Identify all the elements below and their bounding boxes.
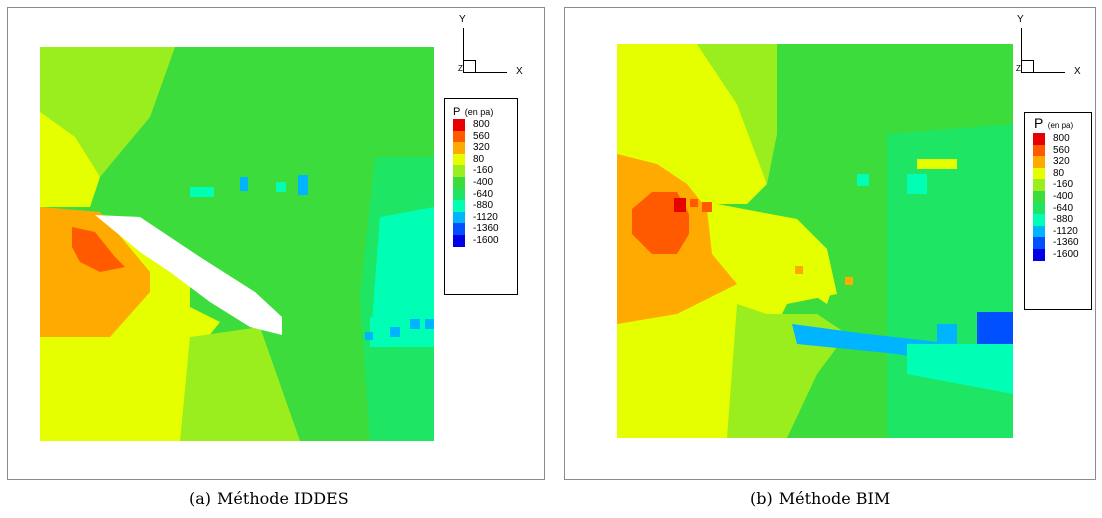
field-cell [857,174,869,186]
y-axis-line [1021,28,1022,72]
field-cell [298,175,308,195]
y-axis-label: Y [1017,14,1024,25]
legend-level-label: -1360 [473,223,499,235]
field-cell [365,332,373,340]
field-cell [410,222,428,244]
legend-swatch [453,119,465,131]
field-cell [907,174,927,194]
field-cell [370,317,430,345]
x-axis-line [463,72,507,73]
legend-level-label: 320 [1053,156,1070,168]
legend-level-label: -1600 [473,235,499,246]
pressure-field-a [40,47,434,441]
pressure-field-b [617,44,1013,438]
field-cell [674,198,686,212]
x-axis-label: X [516,66,523,77]
field-cell [845,277,853,285]
figure-panel-b: Y Z X P (en pa) 800 560 320 80 -160 -400 -640-… [564,7,1096,480]
field-cell [690,199,698,207]
legend-swatch [453,235,465,247]
field-cell [702,202,712,212]
legend-swatch [453,153,465,166]
field-cell [917,159,957,169]
legend-swatch [453,223,465,235]
legend-swatch [1033,133,1045,145]
legend-level-label: 800 [1053,133,1070,144]
legend-swatch [1033,179,1045,191]
legend-swatch [453,211,465,224]
legend-level-label: -880 [473,200,494,212]
y-axis-line [463,28,464,72]
legend-swatch [1033,225,1045,238]
legend-level-label: -640 [1053,202,1074,214]
x-axis-line [1021,72,1065,73]
field-cell [410,319,420,329]
legend-swatch [1033,167,1045,180]
legend-title: P (en pa) [1034,115,1074,131]
z-axis-box [1021,60,1034,73]
field-cell [190,187,214,197]
field-cell [276,182,286,192]
field-cell [937,324,957,344]
axis-triad-b: Y Z X [1011,14,1086,77]
legend-swatch [453,200,465,212]
legend-level-label: -1120 [473,211,498,223]
figure-panel-a: Y Z X P (en pa) 800 560 320 80 -160 -400 -640-… [7,7,545,480]
legend-level-label: -640 [473,188,494,200]
legend-level-label: 80 [473,153,485,165]
field-cell [390,327,400,337]
legend-swatch [1033,144,1045,157]
legend-level-label: -1360 [1053,237,1079,249]
legend-swatch [453,177,465,189]
legend-level-label: 320 [473,142,490,154]
z-axis-box [463,60,476,73]
legend-level-label: 800 [473,119,490,130]
legend-level-label: -1600 [1053,249,1079,260]
legend-b: P (en pa) 800 560 320 80 -160 -400 -640 -880 -11… [1024,112,1092,310]
legend-swatch [1033,237,1045,249]
axis-triad-a: Y Z X [453,14,528,77]
legend-title: P (en pa) [453,106,494,118]
legend-level-label: 80 [1053,167,1065,179]
legend-level-label: 560 [1053,144,1070,156]
legend-swatch [1033,191,1045,203]
z-axis-label: Z [1016,64,1021,73]
legend-swatch [1033,214,1045,226]
x-axis-label: X [1074,66,1081,77]
legend-swatch [453,188,465,201]
legend-level-label: -400 [1053,191,1074,202]
legend-level-label: 560 [473,130,490,142]
legend-swatch [1033,156,1045,168]
field-cell [795,266,803,274]
legend-swatch [1033,249,1045,261]
legend-swatch [1033,202,1045,215]
field-cell [240,177,248,191]
legend-swatch [453,142,465,154]
caption-b: (b) Méthode BIM [750,489,891,508]
legend-swatch [453,130,465,143]
legend-level-label: -400 [473,177,494,188]
legend-level-label: -1120 [1053,225,1078,237]
legend-level-label: -160 [473,165,494,177]
y-axis-label: Y [459,14,466,25]
z-axis-label: Z [458,64,463,73]
legend-swatch [453,165,465,177]
legend-a: P (en pa) 800 560 320 80 -160 -400 -640 -880 -11… [444,98,518,295]
caption-a: (a) Méthode IDDES [189,489,349,508]
field-cell [425,319,434,329]
legend-level-label: -160 [1053,179,1074,191]
legend-level-label: -880 [1053,214,1074,226]
